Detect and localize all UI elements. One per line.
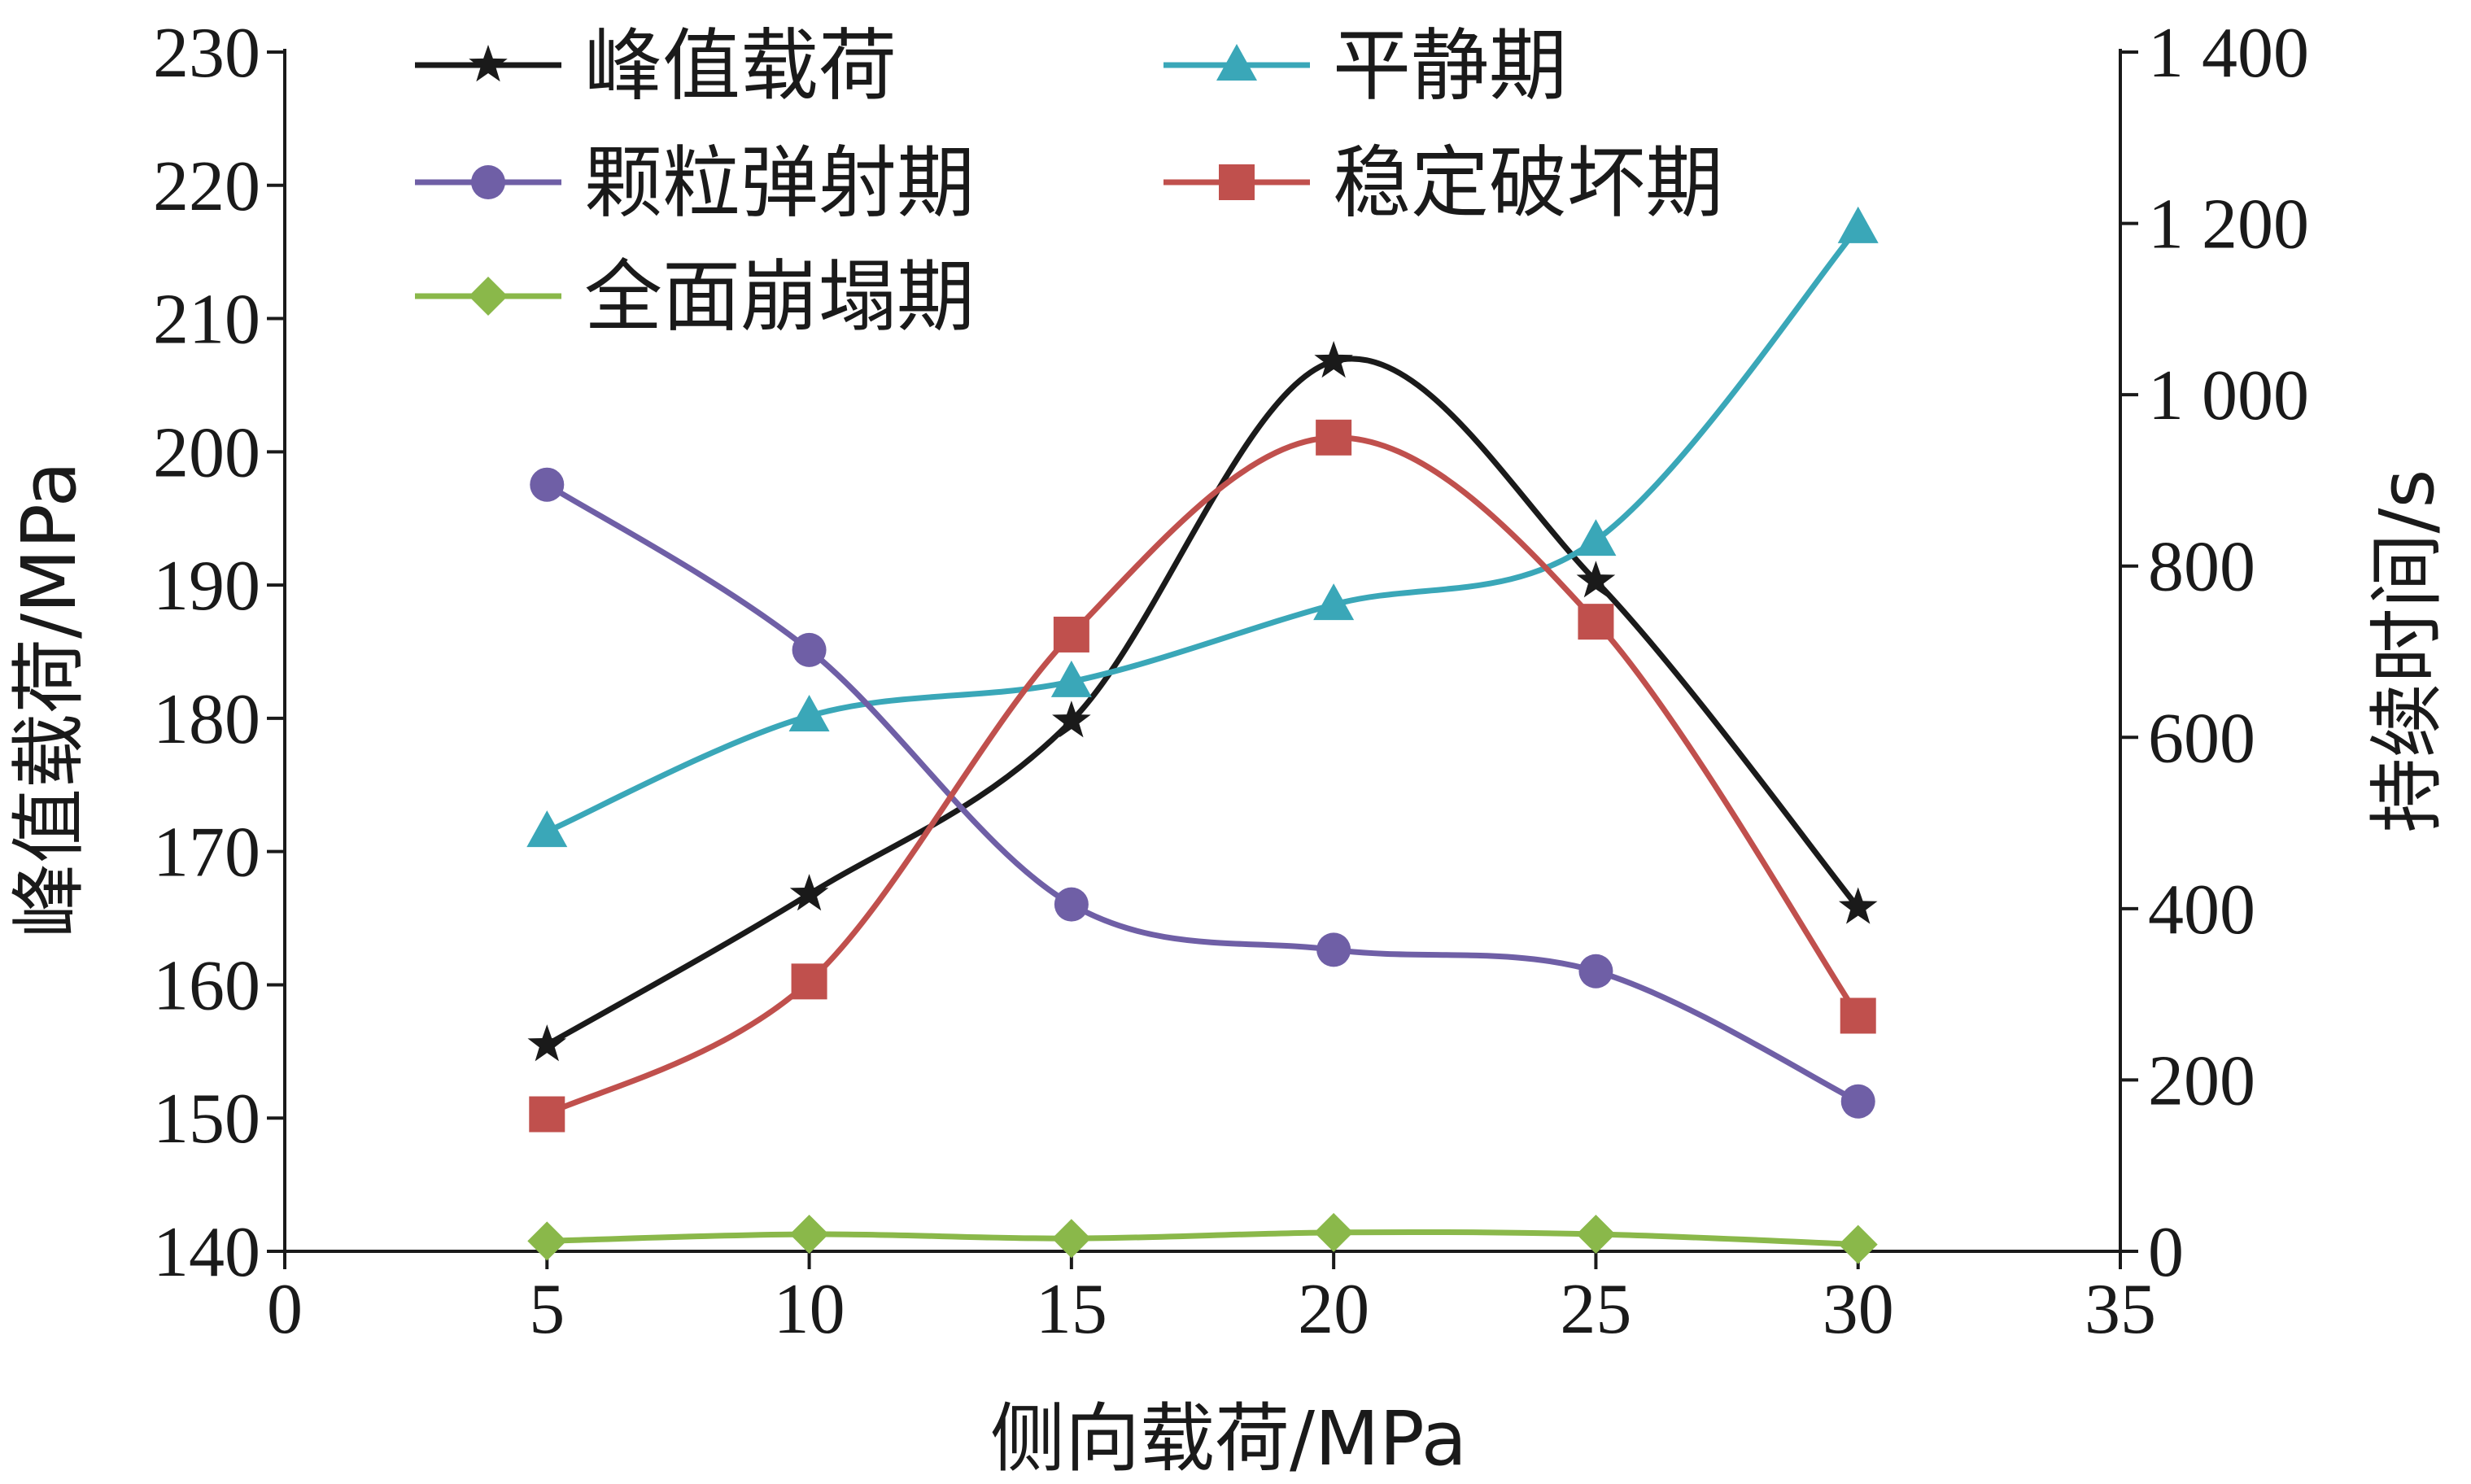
x-tick-label: 35 (2085, 1270, 2156, 1349)
data-point (527, 1221, 567, 1261)
legend-marker (469, 45, 508, 82)
data-point (789, 1214, 829, 1254)
legend-item: 稳定破坏期 (1163, 137, 1723, 229)
right-y-tick-label: 200 (2148, 1041, 2255, 1120)
right-y-tick-label: 800 (2148, 528, 2255, 607)
data-point (792, 632, 827, 667)
series-line (545, 482, 1860, 1104)
left-y-tick-label: 190 (153, 547, 260, 626)
legend-item: 颗粒弹射期 (415, 137, 975, 229)
left-y-tick-label: 180 (153, 680, 260, 759)
series-1 (527, 340, 1878, 1062)
series-layer (526, 206, 1879, 1264)
right-y-tick-label: 600 (2148, 699, 2255, 778)
data-point (1578, 604, 1614, 640)
left-y-tick-label: 140 (153, 1213, 260, 1292)
x-tick-label: 25 (1560, 1270, 1631, 1349)
x-tick-label: 15 (1036, 1270, 1107, 1349)
data-point (1054, 887, 1089, 922)
right-y-tick-label: 1 200 (2148, 186, 2309, 264)
legend-marker (471, 165, 505, 199)
data-point (1050, 660, 1092, 697)
right-y-tick-label: 0 (2148, 1213, 2184, 1292)
left-y-tick-label: 160 (153, 946, 260, 1025)
left-y-tick-label: 200 (153, 413, 260, 492)
legend-marker (1219, 164, 1255, 200)
right-y-axis-label: 持续时间/s (2364, 469, 2451, 833)
series-3 (530, 467, 1875, 1119)
right-y-tick-label: 400 (2148, 871, 2255, 949)
legend-label: 稳定破坏期 (1333, 137, 1723, 229)
legend-label: 颗粒弹射期 (584, 137, 975, 229)
data-point (1052, 701, 1091, 738)
series-4 (529, 419, 1876, 1133)
data-point (1840, 1084, 1875, 1119)
x-tick-label: 20 (1298, 1270, 1369, 1349)
data-point (1053, 616, 1089, 653)
data-point (1313, 583, 1355, 621)
left-y-tick-label: 210 (153, 281, 260, 360)
left-y-tick-label: 150 (153, 1080, 260, 1159)
legend-item: 全面崩塌期 (415, 251, 975, 343)
axes-layer: 0 5 10 15 20 25 30 35 140 150 160 170 180 190 200 210 22… (153, 14, 2309, 1349)
data-point (1314, 1212, 1354, 1252)
data-point (1840, 997, 1876, 1034)
left-y-axis-label: 峰值载荷/MPa (6, 461, 93, 938)
data-point (1578, 954, 1613, 989)
x-tick-label: 30 (1823, 1270, 1894, 1349)
right-y-tick-label: 1 400 (2148, 14, 2309, 93)
data-point (1314, 340, 1353, 378)
x-axis-label: 侧向载荷/MPa (990, 1395, 1467, 1482)
data-point (1051, 1219, 1091, 1259)
legend-item: 峰值载荷 (415, 20, 897, 111)
data-point (789, 874, 829, 911)
left-y-tick-label: 230 (153, 14, 260, 93)
data-point (530, 467, 565, 502)
legend-item: 平静期 (1163, 20, 1567, 111)
series-2 (526, 206, 1879, 848)
data-point (788, 694, 830, 731)
legend-marker (469, 277, 508, 316)
right-y-tick-label: 1 000 (2148, 356, 2309, 435)
data-point (529, 1096, 565, 1133)
data-point (1838, 1224, 1878, 1264)
data-point (526, 810, 568, 848)
x-tick-label: 10 (774, 1270, 845, 1349)
legend-label: 峰值载荷 (584, 20, 897, 111)
x-tick-label: 0 (267, 1270, 303, 1349)
data-point (527, 1024, 567, 1062)
series-5 (527, 1212, 1878, 1264)
data-point (1316, 419, 1352, 456)
series-line (547, 1229, 1858, 1248)
data-point (1576, 561, 1616, 598)
data-point (1838, 887, 1878, 924)
x-tick-label: 5 (529, 1270, 565, 1349)
legend-marker (1216, 44, 1257, 81)
data-point (1576, 1214, 1616, 1254)
left-y-tick-label: 220 (153, 147, 260, 226)
series-line (545, 225, 1861, 835)
data-point (1316, 932, 1351, 967)
left-y-tick-label: 170 (153, 814, 260, 893)
series-line (545, 356, 1861, 1048)
data-point (1575, 519, 1617, 556)
data-point (1837, 206, 1879, 243)
legend-label: 全面崩塌期 (584, 251, 975, 343)
series-line (545, 434, 1861, 1117)
legend-label: 平静期 (1333, 20, 1567, 111)
data-point (791, 963, 827, 1000)
